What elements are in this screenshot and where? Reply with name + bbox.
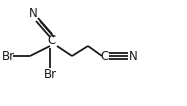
Text: N: N: [29, 6, 37, 20]
Text: C: C: [101, 50, 109, 63]
Text: C: C: [48, 34, 56, 47]
Text: Br: Br: [43, 68, 56, 80]
Text: Br: Br: [1, 50, 15, 63]
Text: N: N: [129, 50, 137, 63]
